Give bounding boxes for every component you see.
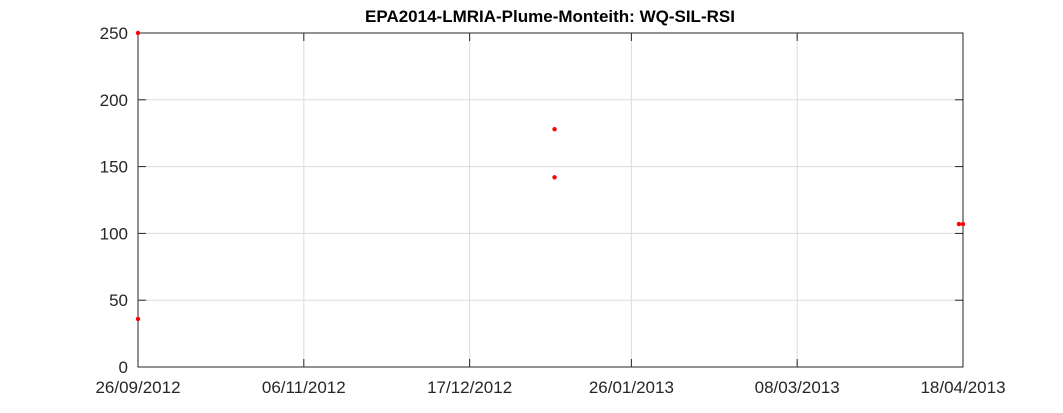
y-tick-label: 100 [100, 224, 128, 243]
x-axis-tick-labels: 26/09/2012 06/11/2012 17/12/2012 26/01/2013… [95, 378, 1005, 397]
x-tick-label: 26/09/2012 [95, 378, 180, 397]
x-tick-label: 26/01/2013 [589, 378, 674, 397]
data-points [135, 30, 966, 322]
data-point [552, 126, 557, 132]
x-tick-label: 18/04/2013 [920, 378, 1005, 397]
plot-area [138, 33, 963, 367]
y-tick-label: 150 [100, 158, 128, 177]
axes-box [137, 32, 964, 368]
y-axis-tick-labels: 0 50 100 150 200 250 [100, 24, 128, 377]
x-tick-label: 08/03/2013 [755, 378, 840, 397]
data-point [135, 316, 141, 322]
y-tick-label: 50 [109, 291, 128, 310]
data-point [956, 221, 962, 227]
y-tick-label: 200 [100, 91, 128, 110]
x-tick-label: 17/12/2012 [427, 378, 512, 397]
y-tick-label: 0 [119, 358, 128, 377]
chart-title: EPA2014-LMRIA-Plume-Monteith: WQ-SIL-RSI [365, 7, 735, 26]
data-point [552, 175, 557, 180]
x-tick-label: 06/11/2012 [262, 378, 346, 397]
data-point [135, 30, 141, 36]
data-point [960, 221, 966, 227]
y-tick-label: 250 [100, 24, 128, 43]
